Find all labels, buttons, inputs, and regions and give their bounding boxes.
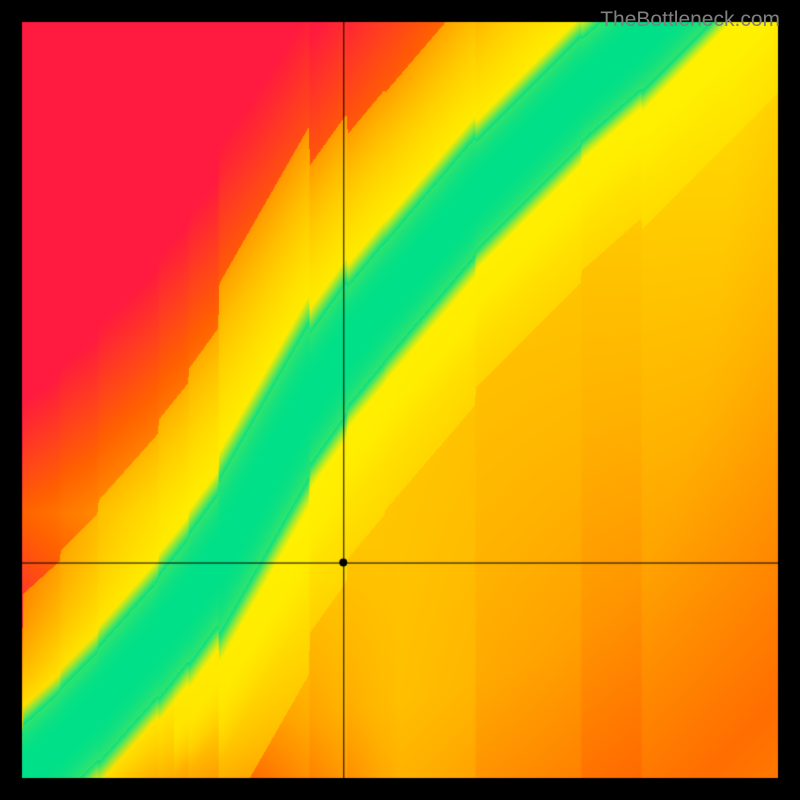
chart-container: TheBottleneck.com [0,0,800,800]
bottleneck-heatmap [0,0,800,800]
